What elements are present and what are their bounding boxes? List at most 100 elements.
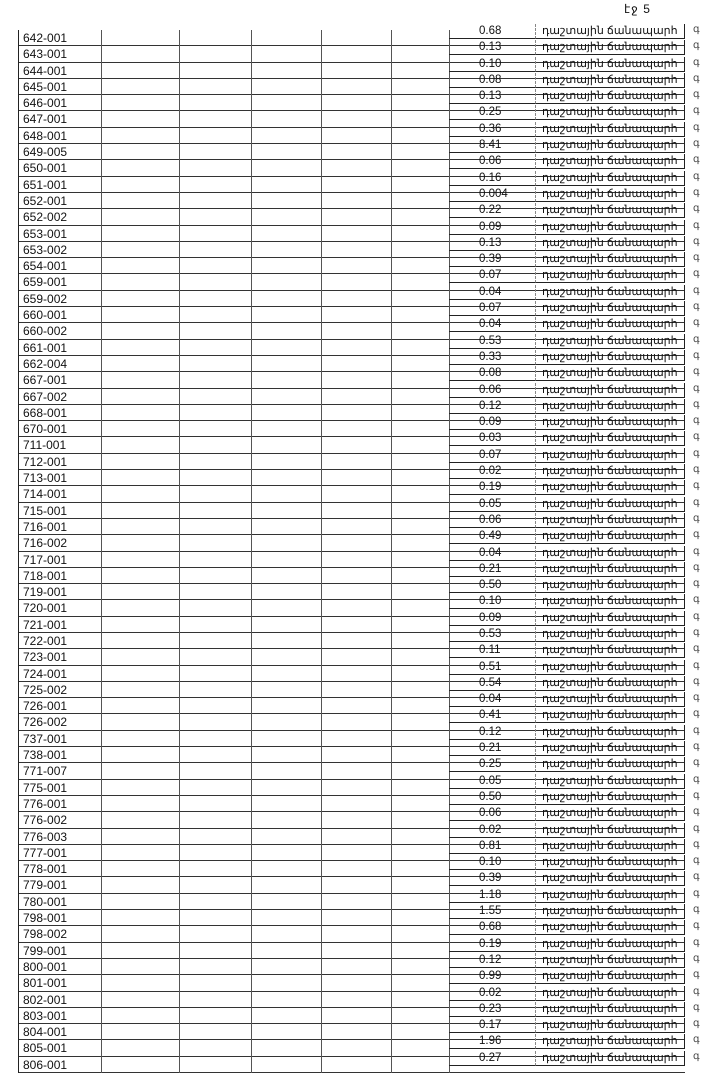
column-divider: [179, 991, 180, 1008]
column-divider: [391, 828, 392, 845]
column-divider: [321, 535, 322, 552]
column-divider: [391, 665, 392, 682]
table-row: 801-001 0.99 դաշտային ճանապարհ գ: [19, 969, 700, 992]
truncated-text: գ: [693, 24, 700, 35]
parcel-area: 8.41: [449, 138, 535, 154]
column-divider: [179, 844, 180, 862]
column-divider: [391, 421, 392, 438]
column-divider: [251, 1007, 252, 1025]
column-divider: [251, 616, 252, 633]
column-divider: [251, 453, 252, 471]
parcel-id: 652-001: [23, 193, 68, 208]
land-use-type: դաշտային ճանապարհ: [535, 496, 685, 512]
column-divider: [321, 486, 322, 503]
table-row: 726-002 0.41 դաշտային ճանապարհ գ: [19, 708, 700, 731]
truncated-text: գ: [693, 89, 700, 101]
truncated-text: գ: [693, 105, 700, 117]
column-divider: [179, 1007, 180, 1025]
land-use-type: դաշտային ճանապարհ: [535, 936, 685, 952]
column-divider: [251, 584, 252, 601]
parcel-id: 737-001: [23, 731, 68, 746]
column-divider: [179, 877, 180, 894]
land-use-type: դաշտային ճանապարհ: [535, 545, 685, 561]
table-row: 644-001 0.10 դաշտային ճանապարհ գ: [19, 56, 700, 79]
column-divider: [251, 926, 252, 943]
column-divider: [391, 861, 392, 878]
parcel-area: 0.02: [449, 464, 535, 480]
parcel-id: 670-001: [23, 422, 68, 437]
parcel-area: 0.33: [449, 350, 535, 365]
column-divider: [101, 225, 102, 242]
column-divider: [251, 991, 252, 1008]
truncated-text: գ: [693, 317, 700, 329]
truncated-text: գ: [693, 56, 700, 68]
column-divider: [101, 241, 102, 259]
column-divider: [391, 470, 392, 487]
column-divider: [101, 795, 102, 813]
parcel-area: 0.19: [449, 480, 535, 496]
column-divider: [321, 714, 322, 731]
table-row: 738-001 0.21 դաշտային ճանապարհ գ: [19, 741, 700, 764]
column-divider: [251, 649, 252, 666]
land-use-type: դաշտային ճանապարհ: [535, 203, 685, 219]
column-divider: [321, 698, 322, 715]
column-divider: [321, 437, 322, 454]
column-divider: [251, 307, 252, 324]
land-use-type: դաշտային ճանապարհ: [535, 431, 685, 447]
column-divider: [251, 942, 252, 959]
land-use-type: դաշտային ճանապարհ: [535, 382, 685, 398]
column-divider: [321, 307, 322, 324]
truncated-text: գ: [693, 643, 700, 655]
column-divider: [391, 209, 392, 226]
parcel-id: 806-001: [23, 1057, 68, 1072]
column-divider: [391, 747, 392, 764]
column-divider: [179, 681, 180, 699]
column-divider: [251, 176, 252, 193]
land-use-type: դաշտային ճանապարհ: [535, 626, 685, 642]
parcel-id: 644-001: [23, 63, 68, 78]
column-divider: [251, 339, 252, 356]
truncated-text: գ: [693, 1034, 700, 1046]
column-divider: [321, 95, 322, 112]
table-row: 667-001 0.08 դաշտային ճանապարհ գ: [19, 366, 700, 389]
column-divider: [179, 437, 180, 454]
column-divider: [321, 388, 322, 405]
parcel-area: 0.04: [449, 546, 535, 561]
column-divider: [321, 649, 322, 666]
column-divider: [251, 730, 252, 748]
parcel-id: 716-001: [23, 519, 68, 534]
column-divider: [321, 62, 322, 79]
column-divider: [179, 323, 180, 340]
table-row: 650-001 0.06 դաշտային ճանապարհ գ: [19, 154, 700, 177]
parcel-area: 0.06: [449, 513, 535, 528]
truncated-text: գ: [693, 822, 700, 834]
parcel-id: 776-001: [23, 796, 68, 811]
truncated-text: գ: [693, 284, 700, 296]
parcel-id: 661-001: [23, 340, 68, 355]
column-divider: [321, 616, 322, 633]
column-divider: [101, 893, 102, 911]
column-divider: [251, 209, 252, 226]
land-use-type: դաշտային ճանապարհ: [535, 366, 685, 382]
column-divider: [101, 470, 102, 487]
table-row: 776-001 0.50 դաշտային ճանապարհ գ: [19, 789, 700, 813]
parcel-id: 653-001: [23, 226, 68, 241]
land-use-type: դաշտային ճանապարհ: [535, 838, 685, 854]
column-divider: [391, 95, 392, 112]
column-divider: [101, 290, 102, 308]
column-divider: [101, 323, 102, 340]
table-row: 662-004 0.33 դաշտային ճանապարհ գ: [19, 349, 700, 373]
parcel-area: 0.10: [449, 594, 535, 610]
parcel-area: 0.08: [449, 366, 535, 382]
parcel-area: 0.68: [449, 920, 535, 936]
land-use-type: դաշտային ճանապարհ: [535, 398, 685, 414]
truncated-text: գ: [693, 252, 700, 264]
truncated-text: գ: [693, 806, 700, 818]
land-use-type: դաշտային ճանապարհ: [535, 170, 685, 186]
land-use-type: դաշտային ճանապարհ: [535, 969, 685, 985]
column-divider: [179, 372, 180, 389]
truncated-text: գ: [693, 969, 700, 981]
truncated-text: գ: [693, 170, 700, 182]
column-divider: [321, 241, 322, 259]
table-row: 648-001 0.36 դաշտային ճանապարհ գ: [19, 121, 700, 145]
